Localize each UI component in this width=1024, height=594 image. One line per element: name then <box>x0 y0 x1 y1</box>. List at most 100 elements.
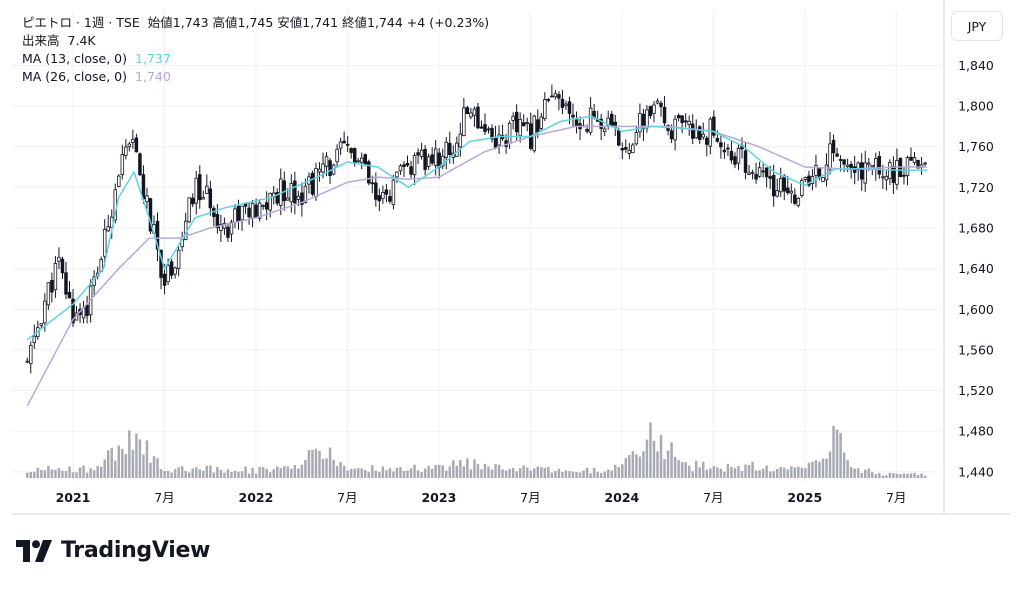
volume-bar <box>349 468 353 478</box>
volume-bar <box>754 470 758 478</box>
volume-bar <box>166 470 170 478</box>
x-tick-label: 7月 <box>886 490 906 505</box>
candle-body <box>764 167 769 178</box>
candle-body <box>690 123 695 139</box>
legend-symbol[interactable]: ピエトロ · 1週 · TSE <box>22 15 140 30</box>
volume-bar <box>508 469 511 478</box>
candle-body <box>391 179 396 205</box>
candle-body <box>342 140 346 144</box>
volume-bar <box>518 468 522 478</box>
volume-bar <box>40 470 43 478</box>
volume-bar <box>892 473 895 478</box>
volume-bar <box>504 470 508 478</box>
candle-body <box>923 162 927 165</box>
candle-body <box>194 177 198 204</box>
volume-bar <box>603 471 606 478</box>
volume-bar <box>427 465 430 478</box>
volume-bar <box>793 467 797 478</box>
volume-bar <box>293 465 297 478</box>
volume-bar <box>50 469 54 478</box>
candle-body <box>162 273 167 286</box>
candle-body <box>736 147 741 164</box>
ma26-line <box>26 125 927 407</box>
candle-body <box>884 175 889 181</box>
legend-ma26-value: 1,740 <box>135 69 171 84</box>
candle-body <box>377 195 382 202</box>
candle-body <box>46 282 51 306</box>
candle-body <box>102 228 107 257</box>
candle-body <box>338 141 343 149</box>
volume-bar <box>649 422 652 478</box>
volume-bar <box>818 461 821 478</box>
candle-body <box>778 178 783 193</box>
volume-bar <box>33 471 36 478</box>
volume-bar <box>631 451 635 478</box>
legend-ma26-row[interactable]: MA (26, close, 0) 1,740 <box>22 68 489 86</box>
legend-volume-row[interactable]: 出来高 7.4K <box>22 32 489 50</box>
volume-bar <box>374 470 378 478</box>
tradingview-brand[interactable]: TradingView <box>16 538 210 563</box>
candle-body <box>838 159 843 161</box>
volume-bar <box>216 466 219 478</box>
volume-bar <box>170 472 173 478</box>
currency-button[interactable]: JPY <box>951 11 1003 41</box>
volume-bar <box>448 466 451 478</box>
legend-ma13-label: MA (13, close, 0) <box>22 51 128 66</box>
volume-bar <box>575 471 578 478</box>
volume-bar <box>554 471 557 478</box>
candle-body <box>768 176 772 179</box>
volume-bar <box>786 469 790 478</box>
volume-bar <box>367 471 371 478</box>
volume-bar <box>564 470 568 478</box>
candle-body <box>634 132 639 145</box>
candle-body <box>536 119 540 133</box>
volume-bar <box>909 473 913 478</box>
volume-bar <box>78 467 82 478</box>
candle-body <box>490 127 494 140</box>
candle-body <box>173 267 177 275</box>
volume-bar <box>54 469 57 478</box>
volume-bar <box>184 470 187 478</box>
candle-body <box>828 143 832 170</box>
candle-body <box>247 207 251 218</box>
candle-body <box>553 93 558 98</box>
x-tick-label: 2024 <box>604 490 639 505</box>
candle-body <box>564 103 568 106</box>
candle-body <box>85 304 89 317</box>
candle-body <box>588 107 593 133</box>
volume-bar <box>906 473 909 478</box>
candle-body <box>606 117 610 126</box>
volume-bar <box>392 471 395 478</box>
volume-bar <box>416 470 420 478</box>
volume-bar <box>839 432 842 478</box>
candle-body <box>733 156 737 165</box>
candle-body <box>645 109 649 129</box>
volume-bar <box>529 470 532 478</box>
volume-bar <box>483 463 487 478</box>
candle-body <box>67 292 72 299</box>
volume-bar <box>385 470 388 478</box>
volume-bar <box>740 471 744 478</box>
volume-bar <box>180 466 184 478</box>
volume-bar <box>198 469 202 478</box>
volume-bars <box>26 422 927 478</box>
candle-body <box>800 180 804 196</box>
candle-body <box>719 142 723 148</box>
candle-body <box>835 153 839 157</box>
legend-ma13-row[interactable]: MA (13, close, 0) 1,737 <box>22 50 489 68</box>
volume-bar <box>437 465 441 478</box>
candle-body <box>236 205 241 222</box>
candle-body <box>300 192 304 205</box>
volume-bar <box>543 467 547 478</box>
candle-body <box>328 160 332 176</box>
candle-body <box>71 298 75 324</box>
candle-body <box>57 256 61 262</box>
volume-bar <box>212 472 216 478</box>
candle-body <box>687 120 691 125</box>
volume-bar <box>825 458 828 478</box>
volume-bar <box>614 464 617 478</box>
volume-bar <box>138 439 142 478</box>
volume-bar <box>695 460 698 478</box>
candle-body <box>374 182 378 200</box>
